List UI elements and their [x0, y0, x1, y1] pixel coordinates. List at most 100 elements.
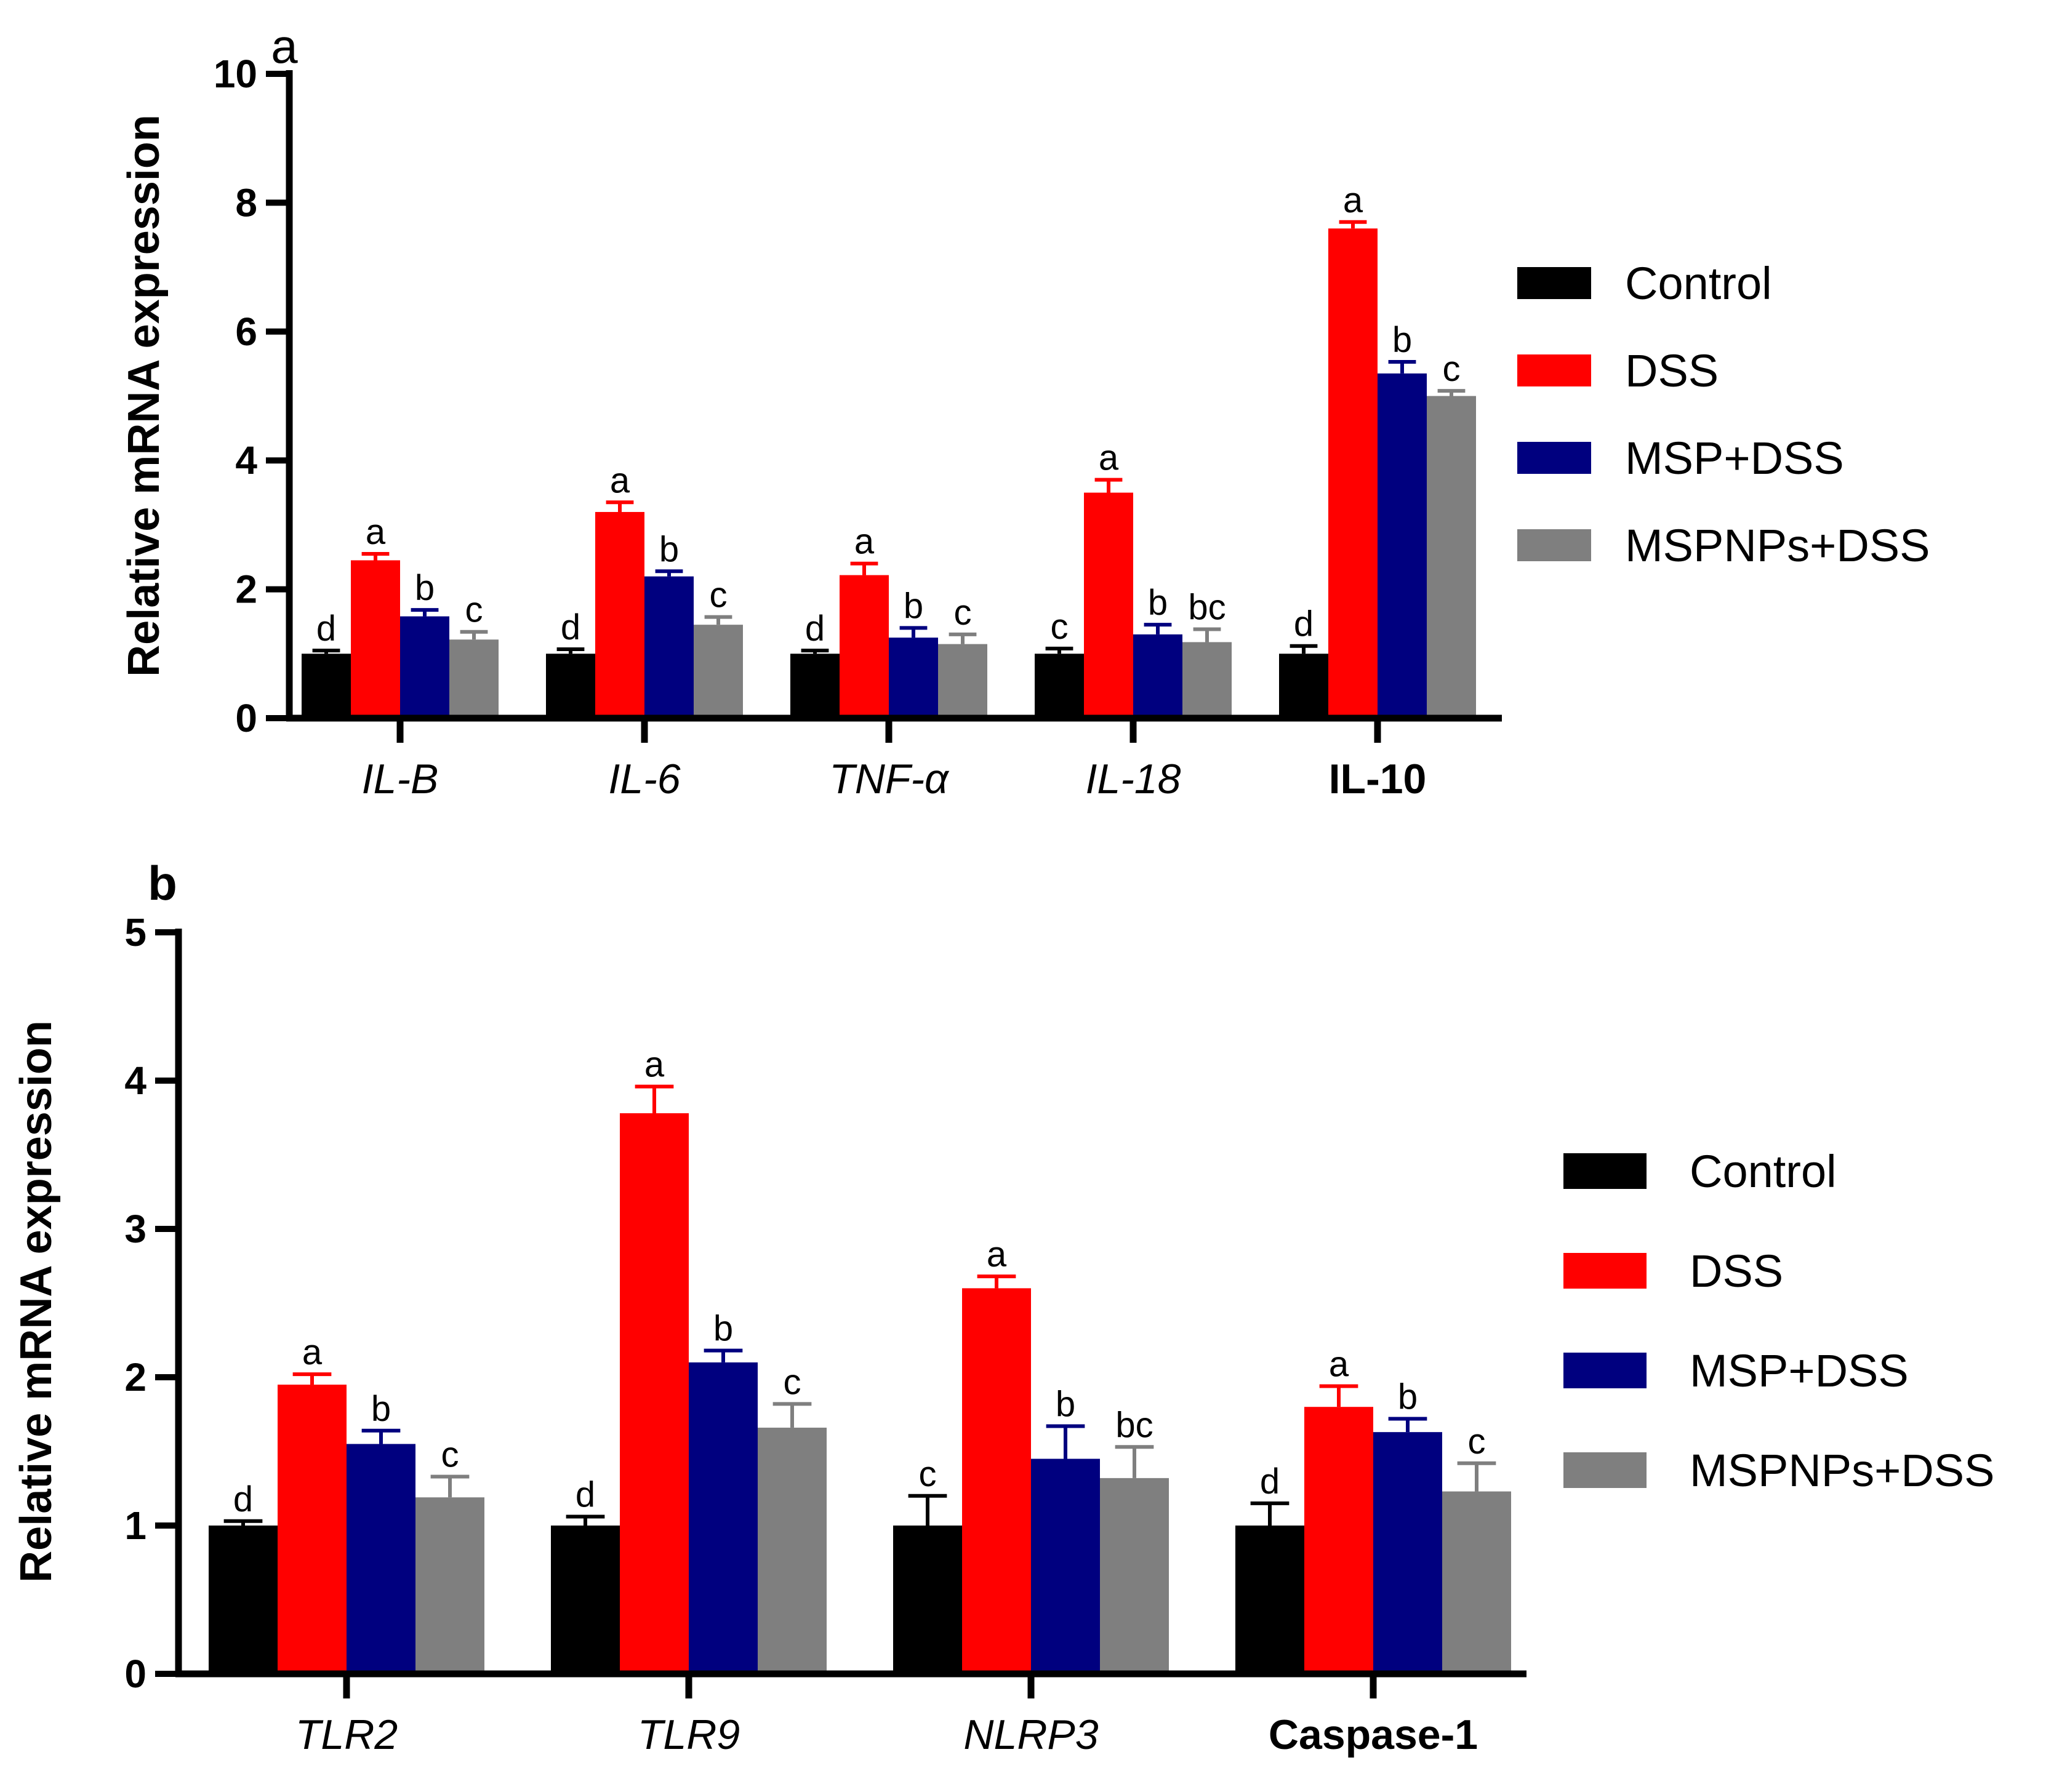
significance-label: c [784, 1362, 801, 1402]
bar-mspnps-dss-1 [415, 1497, 484, 1674]
bar-dss-4 [1084, 492, 1133, 718]
panel-letter: a [271, 19, 298, 73]
significance-label: c [954, 593, 972, 633]
bar-msp-dss-3 [1031, 1458, 1100, 1674]
x-tick-label: TLR9 [638, 1711, 740, 1758]
y-tick-label: 4 [235, 438, 257, 482]
legend-swatch [1563, 1253, 1647, 1289]
legend-swatch [1563, 1353, 1647, 1388]
legend-swatch [1563, 1153, 1647, 1189]
significance-label: a [644, 1045, 665, 1085]
significance-label: b [659, 529, 679, 569]
significance-label: d [805, 609, 825, 649]
significance-label: c [919, 1454, 937, 1494]
legend-label: Control [1690, 1146, 1837, 1197]
bar-mspnps-dss-2 [694, 625, 743, 718]
bar-dss-1 [351, 560, 400, 718]
bar-control-4 [1235, 1526, 1304, 1674]
x-tick-label: IL-B [362, 756, 439, 802]
significance-label: b [713, 1309, 733, 1349]
legend-swatch [1517, 354, 1591, 386]
bar-msp-dss-1 [400, 616, 449, 718]
legend-swatch [1517, 267, 1591, 299]
significance-label: a [366, 512, 386, 552]
bar-mspnps-dss-4 [1442, 1491, 1511, 1674]
y-axis-title: Relative mRNA expression [119, 114, 169, 677]
y-tick-label: 2 [124, 1355, 146, 1399]
significance-label: b [1398, 1377, 1418, 1417]
bar-mspnps-dss-1 [449, 639, 499, 718]
significance-label: a [987, 1234, 1007, 1274]
bar-mspnps-dss-3 [938, 644, 987, 718]
significance-label: c [1468, 1422, 1486, 1462]
y-tick-label: 0 [235, 696, 257, 740]
bar-dss-3 [962, 1288, 1031, 1674]
significance-label: c [441, 1434, 459, 1474]
bar-msp-dss-5 [1378, 373, 1427, 718]
legend-label: MSPNPs+DSS [1690, 1445, 1995, 1496]
significance-label: b [1392, 320, 1412, 360]
significance-label: b [1056, 1385, 1075, 1425]
y-tick-label: 8 [235, 180, 257, 225]
significance-label: d [316, 609, 336, 649]
bar-control-3 [893, 1526, 962, 1674]
significance-label: d [561, 607, 580, 647]
legend-label: MSPNPs+DSS [1625, 520, 1930, 571]
legend-swatch [1517, 442, 1591, 474]
panel-letter: b [148, 856, 177, 910]
significance-label: a [854, 522, 875, 562]
bar-mspnps-dss-2 [758, 1427, 827, 1674]
significance-label: bc [1115, 1405, 1153, 1445]
x-tick-label: TLR2 [295, 1711, 398, 1758]
x-tick-label: TNF-α [829, 756, 950, 802]
significance-label: c [1443, 349, 1461, 389]
y-tick-label: 6 [235, 310, 257, 354]
bar-mspnps-dss-3 [1100, 1478, 1169, 1674]
y-tick-label: 10 [214, 52, 257, 96]
y-tick-label: 1 [124, 1503, 146, 1548]
bar-control-2 [546, 654, 595, 718]
significance-label: b [371, 1389, 391, 1429]
bar-control-1 [302, 654, 351, 718]
y-axis-title: Relative mRNA expression [12, 1020, 61, 1583]
bar-msp-dss-4 [1133, 634, 1182, 718]
bar-dss-4 [1304, 1407, 1373, 1674]
bar-msp-dss-2 [689, 1362, 758, 1674]
significance-label: d [233, 1479, 253, 1519]
bar-msp-dss-4 [1373, 1432, 1442, 1674]
significance-label: a [1099, 438, 1119, 478]
x-tick-label: IL-10 [1329, 756, 1427, 802]
significance-label: d [1294, 604, 1314, 644]
significance-label: b [904, 586, 923, 626]
legend-swatch [1563, 1452, 1647, 1488]
significance-label: b [1148, 583, 1168, 623]
significance-label: c [1051, 607, 1069, 647]
bar-mspnps-dss-4 [1182, 642, 1232, 718]
bar-msp-dss-2 [644, 576, 694, 718]
y-tick-label: 2 [235, 567, 257, 612]
legend-label: DSS [1690, 1246, 1783, 1297]
y-tick-label: 0 [124, 1652, 146, 1696]
significance-label: c [465, 590, 483, 630]
bar-control-5 [1279, 654, 1328, 718]
bar-mspnps-dss-5 [1427, 396, 1476, 718]
x-tick-label: IL-18 [1086, 756, 1181, 802]
y-tick-label: 4 [124, 1058, 146, 1103]
bar-msp-dss-3 [889, 638, 938, 718]
legend-swatch [1517, 529, 1591, 561]
significance-label: a [1329, 1344, 1349, 1384]
y-tick-label: 5 [124, 910, 146, 954]
significance-label: bc [1188, 588, 1226, 628]
bar-control-2 [551, 1526, 620, 1674]
x-tick-label: IL-6 [608, 756, 680, 802]
bar-dss-1 [278, 1385, 347, 1674]
legend: Control DSS MSP+DSS MSPNPs+DSS [1517, 258, 1930, 571]
bar-msp-dss-1 [347, 1444, 415, 1674]
significance-label: c [710, 575, 728, 615]
bar-control-1 [209, 1526, 278, 1674]
bar-dss-3 [840, 575, 889, 718]
significance-label: a [1343, 180, 1363, 220]
significance-label: a [610, 460, 630, 500]
